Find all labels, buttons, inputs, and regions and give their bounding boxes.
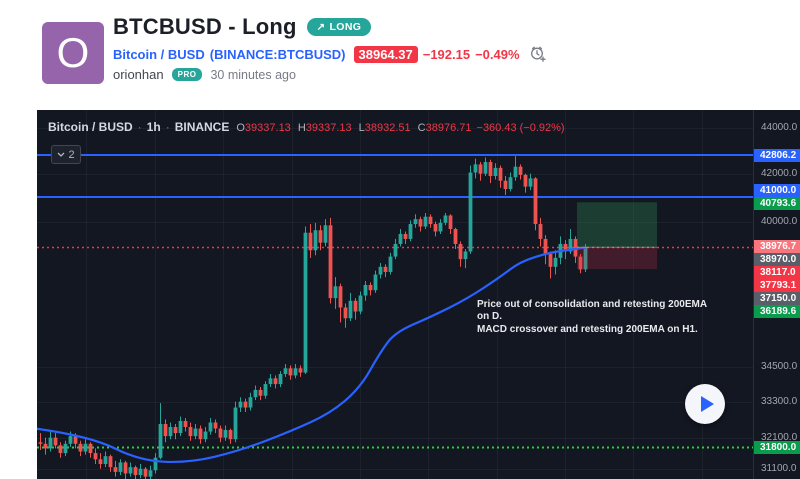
price-axis-tick: 31100.0 — [761, 462, 797, 474]
annotation-line: on D. — [477, 311, 502, 322]
page-title: BTCBUSD - Long — [113, 14, 297, 39]
price-axis-badge: 37150.0 — [754, 291, 800, 305]
title-row: BTCBUSD - Long ↗ LONG — [113, 14, 372, 40]
price-axis-badge: 41000.0 — [754, 183, 800, 197]
price-axis-tick: 33300.0 — [761, 395, 798, 407]
author-row: orionhan PRO 30 minutes ago — [113, 67, 296, 82]
indicator-count: 2 — [68, 148, 75, 161]
legend-separator: · — [137, 120, 142, 134]
price-axis-badge: 42806.2 — [754, 148, 800, 162]
price-axis-tick: 32100.0 — [761, 431, 798, 443]
avatar[interactable]: O — [42, 22, 104, 84]
price-axis-badge: 36189.6 — [754, 304, 800, 318]
arrow-up-right-icon: ↗ — [316, 21, 326, 33]
author-link[interactable]: orionhan — [113, 67, 164, 82]
price-chart[interactable] — [37, 110, 753, 479]
annotation-line: MACD crossover and retesting 200EMA on H… — [477, 324, 698, 335]
symbol-row: Bitcoin / BUSD (BINANCE:BTCBUSD) 38964.3… — [113, 45, 547, 63]
chart-snapshot[interactable]: 44000.0 42000.0 40000.0 34500.0 33300.0 32100… — [37, 110, 800, 479]
price-axis[interactable]: 44000.0 42000.0 40000.0 34500.0 33300.0 32100… — [753, 110, 800, 479]
play-icon — [700, 396, 714, 412]
legend-high: H39337.13 — [297, 122, 352, 134]
price-axis-tick: 42000.0 — [761, 167, 798, 179]
chart-annotation: MACD crossover and retesting 200EMA on H… — [477, 324, 698, 336]
price-axis-badge: 37793.1 — [754, 278, 800, 292]
pro-badge[interactable]: PRO — [171, 68, 203, 81]
legend-low: L38932.51 — [358, 122, 411, 134]
price-axis-tick: 34500.0 — [761, 360, 798, 372]
symbol-exchange-link[interactable]: (BINANCE:BTCBUSD) — [209, 46, 346, 62]
chevron-down-icon — [57, 152, 65, 157]
annotation-line: Price out of consolidation and retesting… — [477, 299, 708, 310]
last-price-badge: 38964.37 — [353, 45, 418, 63]
chart-legend: Bitcoin / BUSD · 1h · BINANCE O39337.13 … — [48, 120, 565, 134]
symbol-link[interactable]: Bitcoin / BUSD — [113, 46, 205, 62]
add-alert-icon[interactable] — [529, 45, 547, 63]
legend-symbol[interactable]: Bitcoin / BUSD — [48, 120, 133, 134]
price-change-abs: −192.15 — [422, 46, 471, 62]
price-axis-badge: 40793.6 — [754, 196, 800, 210]
price-axis-badge: 38970.0 — [754, 252, 800, 266]
direction-badge-label: LONG — [329, 21, 362, 33]
publish-time: 30 minutes ago — [210, 67, 296, 82]
price-change-pct: −0.49% — [475, 46, 520, 62]
play-button[interactable] — [685, 384, 725, 424]
legend-open: O39337.13 — [236, 122, 291, 134]
chart-annotation: Price out of consolidation and retesting… — [477, 299, 707, 323]
legend-close: C38976.71 — [417, 122, 472, 134]
legend-interval: 1h — [146, 120, 161, 134]
price-axis-badge: 38976.7 — [754, 239, 800, 253]
price-axis-badge: 38117.0 — [754, 265, 800, 279]
legend-exchange: BINANCE — [174, 120, 230, 134]
price-axis-tick: 44000.0 — [761, 122, 798, 133]
price-axis-badge: 31800.0 — [754, 440, 800, 454]
direction-badge[interactable]: ↗ LONG — [306, 18, 372, 36]
price-axis-tick: 40000.0 — [761, 215, 798, 227]
legend-change: −360.43 (−0.92%) — [476, 122, 565, 134]
collapse-indicators-button[interactable]: 2 — [51, 145, 81, 164]
legend-separator: · — [165, 120, 170, 134]
